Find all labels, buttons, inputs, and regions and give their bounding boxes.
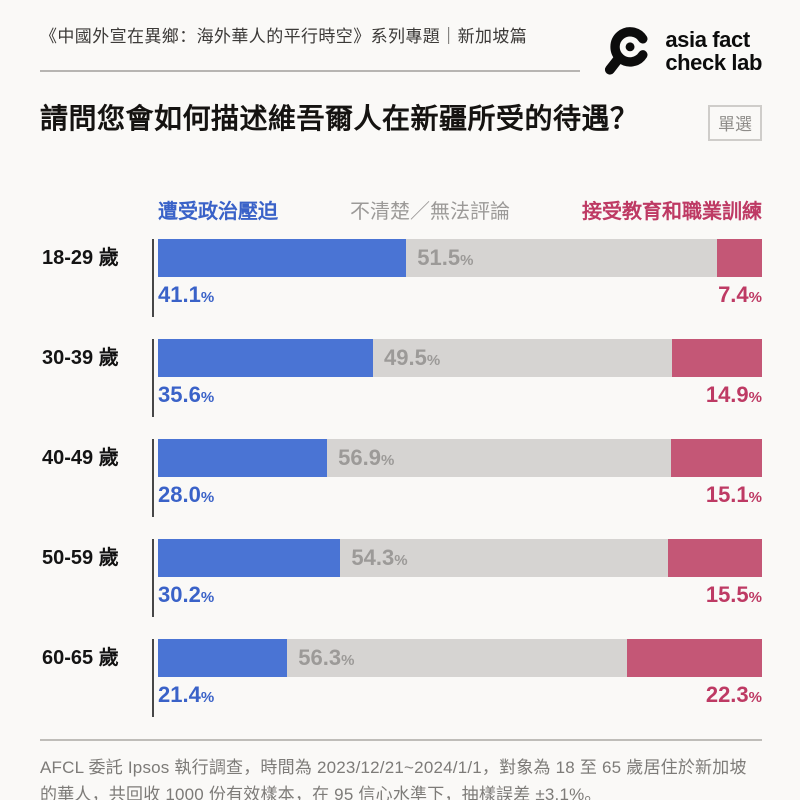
single-choice-badge: 單選: [708, 105, 762, 141]
age-group-label: 60-65 歲: [42, 647, 119, 669]
bar-segment-oppression: [158, 339, 374, 377]
unclear-value-label: 51.5%: [417, 245, 474, 270]
bar-segment-unclear: 51.5%: [406, 239, 718, 277]
row-chart: 56.3% 21.4% 22.3%: [152, 639, 762, 717]
legend-item-education: 接受教育和職業訓練: [582, 201, 762, 223]
row-chart: 56.9% 28.0% 15.1%: [152, 439, 762, 517]
education-value-label: 14.9%: [705, 382, 762, 407]
age-group-label: 18-29 歲: [42, 247, 119, 269]
bar-segment-oppression: [158, 439, 328, 477]
legend-item-oppression: 遭受政治壓迫: [158, 201, 278, 223]
bar-segment-unclear: 56.9%: [327, 439, 671, 477]
oppression-value-label: 28.0%: [158, 482, 215, 507]
logo-text: asia fact check lab: [665, 28, 762, 74]
logo-text-line1: asia fact: [665, 27, 750, 52]
header-left: 《中國外宣在異鄉：海外華人的平行時空》系列專題｜新加坡篇: [40, 26, 580, 73]
bar-segment-oppression: [158, 239, 407, 277]
value-labels: 28.0% 15.1%: [158, 483, 762, 510]
title-row: 請問您會如何描述維吾爾人在新疆所受的待遇？ 單選: [40, 101, 762, 141]
unclear-value-label: 56.3%: [298, 645, 355, 670]
oppression-value-label: 21.4%: [158, 682, 215, 707]
education-value-label: 22.3%: [705, 682, 762, 707]
unclear-value-label: 49.5%: [384, 345, 441, 370]
chart-row: 60-65 歲 56.3% 21.4% 22.3%: [40, 639, 762, 717]
value-labels: 41.1% 7.4%: [158, 283, 762, 310]
header: 《中國外宣在異鄉：海外華人的平行時空》系列專題｜新加坡篇 asia fact c…: [40, 26, 762, 79]
row-chart: 49.5% 35.6% 14.9%: [152, 339, 762, 417]
bar-segment-education: [668, 539, 762, 577]
age-group-label: 50-59 歲: [42, 547, 119, 569]
bar-segment-unclear: 49.5%: [373, 339, 672, 377]
chart-rows: 18-29 歲 51.5% 41.1% 7.4% 30-39 歲 49.5%: [40, 239, 762, 717]
unclear-value-label: 54.3%: [351, 545, 408, 570]
chart-row: 50-59 歲 54.3% 30.2% 15.5%: [40, 539, 762, 617]
logo-text-line2: check lab: [665, 50, 762, 75]
bar-segment-education: [717, 239, 762, 277]
age-group-label: 30-39 歲: [42, 347, 119, 369]
row-chart: 51.5% 41.1% 7.4%: [152, 239, 762, 317]
stacked-bar: 51.5%: [158, 239, 762, 277]
row-chart: 54.3% 30.2% 15.5%: [152, 539, 762, 617]
stacked-bar: 56.3%: [158, 639, 762, 677]
stacked-bar: 54.3%: [158, 539, 762, 577]
oppression-value-label: 30.2%: [158, 582, 215, 607]
legend: 遭受政治壓迫 不清楚／無法評論 接受教育和職業訓練: [152, 195, 762, 224]
header-divider: [40, 70, 580, 73]
age-group-label: 40-49 歲: [42, 447, 119, 469]
legend-item-unclear: 不清楚／無法評論: [350, 201, 510, 223]
bar-segment-oppression: [158, 539, 341, 577]
chart-row: 18-29 歲 51.5% 41.1% 7.4%: [40, 239, 762, 317]
unclear-value-label: 56.9%: [338, 445, 395, 470]
value-labels: 35.6% 14.9%: [158, 383, 762, 410]
oppression-value-label: 35.6%: [158, 382, 215, 407]
oppression-value-label: 41.1%: [158, 282, 215, 307]
question-title: 請問您會如何描述維吾爾人在新疆所受的待遇？: [40, 103, 639, 134]
bar-segment-unclear: 56.3%: [287, 639, 628, 677]
series-title: 《中國外宣在異鄉：海外華人的平行時空》系列專題｜新加坡篇: [40, 27, 528, 46]
footer-divider: [40, 739, 762, 741]
bar-segment-education: [627, 639, 762, 677]
survey-note: AFCL 委託 Ipsos 執行調查，時間為 2023/12/21~2024/1…: [40, 758, 747, 800]
chart-row: 30-39 歲 49.5% 35.6% 14.9%: [40, 339, 762, 417]
stacked-bar: 56.9%: [158, 439, 762, 477]
bar-segment-oppression: [158, 639, 288, 677]
magnifier-icon: [605, 27, 648, 75]
afcl-logo: asia fact check lab: [600, 23, 762, 79]
value-labels: 30.2% 15.5%: [158, 583, 762, 610]
bar-segment-education: [671, 339, 762, 377]
value-labels: 21.4% 22.3%: [158, 683, 762, 710]
bar-segment-unclear: 54.3%: [340, 539, 669, 577]
bar-segment-education: [670, 439, 762, 477]
education-value-label: 15.5%: [705, 582, 762, 607]
education-value-label: 15.1%: [705, 482, 762, 507]
stacked-bar-chart: 遭受政治壓迫 不清楚／無法評論 接受教育和職業訓練 18-29 歲 51.5% …: [40, 195, 762, 717]
education-value-label: 7.4%: [718, 282, 762, 307]
chart-row: 40-49 歲 56.9% 28.0% 15.1%: [40, 439, 762, 517]
stacked-bar: 49.5%: [158, 339, 762, 377]
